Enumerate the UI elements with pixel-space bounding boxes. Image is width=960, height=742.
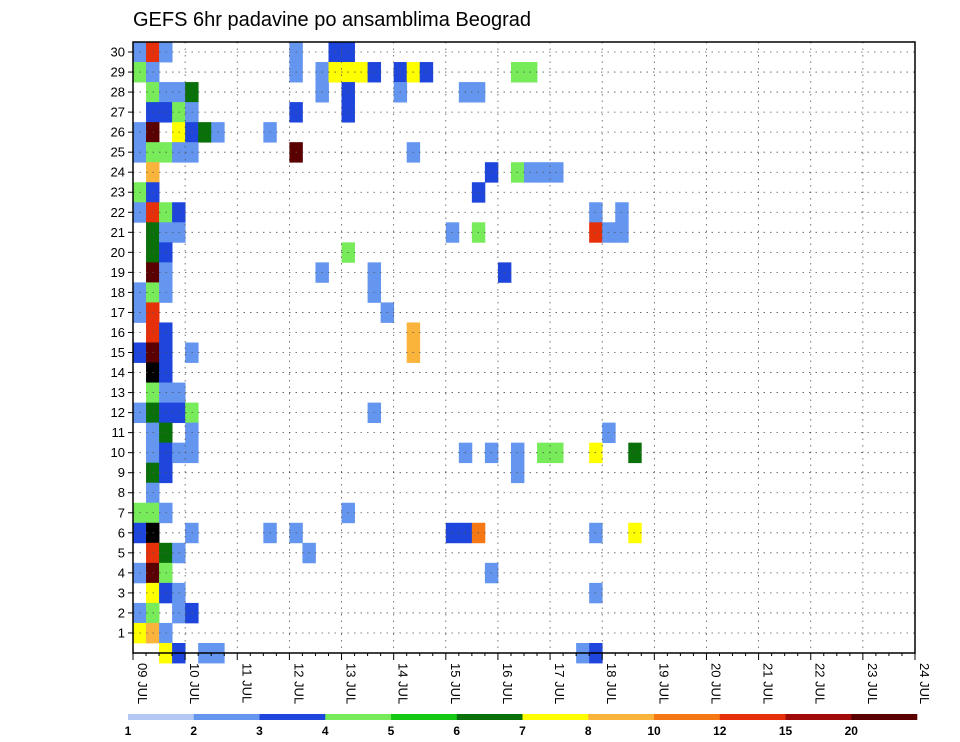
legend-swatch (259, 714, 326, 720)
x-tick-label: 16 JUL (500, 663, 515, 704)
y-tick-label: 1 (118, 625, 125, 640)
y-tick-label: 21 (111, 225, 125, 240)
y-tick-label: 29 (111, 65, 125, 80)
x-tick-label: 09 JUL (135, 663, 150, 704)
legend-label: 6 (453, 724, 460, 738)
y-tick-label: 12 (111, 405, 125, 420)
x-tick-label: 14 JUL (396, 663, 411, 704)
y-tick-label: 9 (118, 465, 125, 480)
y-tick-label: 28 (111, 85, 125, 100)
y-tick-label: 4 (118, 565, 125, 580)
x-tick-label: 24 JUL (917, 663, 932, 704)
legend-swatch (193, 714, 260, 720)
legend-swatch (588, 714, 655, 720)
legend-label: 1 (125, 724, 132, 738)
color-legend: 1 2 3 4 5 6 7 8 10 12 15 20 (125, 714, 918, 738)
x-tick-label: 15 JUL (448, 663, 463, 704)
legend-label: 5 (388, 724, 395, 738)
y-tick-label: 22 (111, 205, 125, 220)
y-tick-label: 17 (111, 305, 125, 320)
legend-label: 10 (647, 724, 661, 738)
y-tick-label: 14 (111, 365, 125, 380)
legend-label: 3 (256, 724, 263, 738)
y-tick-label: 10 (111, 445, 125, 460)
y-tick-label: 2 (118, 605, 125, 620)
plot-frame (132, 41, 916, 654)
x-tick-label: 11 JUL (239, 663, 254, 703)
legend-swatch (325, 714, 392, 720)
x-tick-label: 18 JUL (604, 663, 619, 704)
y-tick-label: 18 (111, 285, 125, 300)
x-tick-label: 22 JUL (813, 663, 828, 704)
x-tick-label: 17 JUL (552, 663, 567, 704)
legend-label: 8 (585, 724, 592, 738)
grid-lines (133, 42, 915, 653)
y-tick-label: 13 (111, 385, 125, 400)
y-axis: 1234567891011121314151617181920212223242… (111, 45, 133, 640)
x-tick-label: 13 JUL (344, 663, 359, 704)
y-tick-label: 5 (118, 545, 125, 560)
y-tick-label: 26 (111, 125, 125, 140)
y-tick-label: 19 (111, 265, 125, 280)
x-tick-label: 21 JUL (761, 663, 776, 704)
y-tick-label: 27 (111, 105, 125, 120)
x-tick-label: 19 JUL (656, 663, 671, 704)
y-tick-label: 11 (112, 425, 126, 440)
y-tick-label: 23 (111, 185, 125, 200)
y-tick-label: 16 (111, 325, 125, 340)
legend-label: 12 (713, 724, 727, 738)
x-axis: 09 JUL 10 JUL 11 JUL 12 JUL 13 JUL 14 JUL 15 J… (132, 653, 932, 704)
legend-label: 15 (779, 724, 793, 738)
legend-label: 7 (519, 724, 526, 738)
x-tick-label: 12 JUL (291, 663, 306, 704)
y-tick-label: 8 (118, 485, 125, 500)
legend-label: 20 (845, 724, 859, 738)
x-tick-label: 20 JUL (708, 663, 723, 704)
y-tick-label: 7 (118, 505, 125, 520)
x-tick-label: 10 JUL (187, 663, 202, 704)
legend-swatch (851, 714, 918, 720)
y-tick-label: 20 (111, 245, 125, 260)
legend-swatch (719, 714, 786, 720)
y-tick-label: 25 (111, 145, 125, 160)
legend-swatch (522, 714, 589, 720)
y-tick-label: 30 (111, 45, 125, 60)
legend-label: 4 (322, 724, 329, 738)
legend-swatch (654, 714, 721, 720)
legend-swatch (128, 714, 195, 720)
y-tick-label: 24 (111, 165, 125, 180)
y-tick-label: 6 (118, 525, 125, 540)
y-tick-label: 3 (118, 585, 125, 600)
legend-label: 2 (190, 724, 197, 738)
legend-swatch (391, 714, 458, 720)
y-tick-label: 15 (111, 345, 125, 360)
x-tick-label: 23 JUL (865, 663, 880, 704)
chart-title: GEFS 6hr padavine po ansamblima Beograd (133, 9, 531, 31)
legend-swatch (785, 714, 852, 720)
legend-swatch (456, 714, 523, 720)
